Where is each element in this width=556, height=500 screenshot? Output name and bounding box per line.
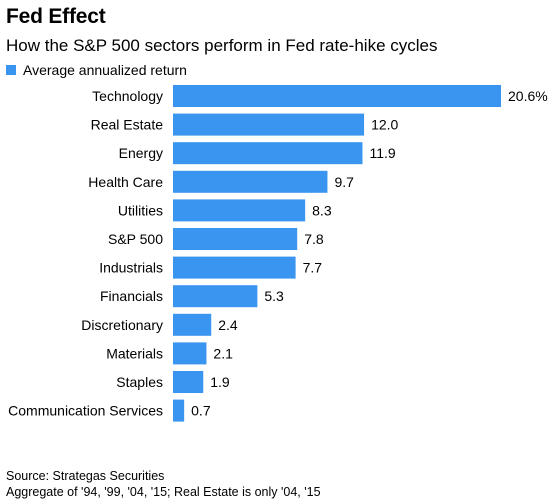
bar	[173, 285, 258, 308]
category-label: Health Care	[88, 174, 163, 190]
bar	[173, 85, 501, 107]
bar	[173, 228, 298, 250]
category-label: Technology	[92, 88, 163, 104]
bar	[173, 256, 296, 279]
category-label: Real Estate	[91, 117, 164, 133]
bar	[173, 399, 185, 422]
category-label: Energy	[119, 145, 163, 161]
value-label: 2.4	[218, 317, 238, 333]
bar	[173, 113, 365, 136]
category-label: Communication Services	[8, 403, 163, 419]
category-label: S&P 500	[108, 231, 163, 247]
value-label: 9.7	[334, 174, 354, 190]
value-label: 2.1	[213, 345, 233, 361]
category-label: Discretionary	[81, 317, 163, 333]
legend-label: Average annualized return	[23, 62, 187, 78]
value-label: 11.9	[369, 145, 395, 161]
legend-swatch	[6, 65, 16, 75]
value-label: 0.7	[191, 403, 211, 419]
source-note: Source: Strategas Securities	[6, 469, 165, 483]
bar	[173, 342, 207, 365]
legend: Average annualized return	[6, 62, 187, 78]
value-label: 7.7	[303, 260, 323, 276]
value-label: 20.6%	[508, 88, 548, 104]
bar	[173, 199, 306, 222]
category-label: Financials	[100, 288, 163, 304]
bar	[173, 170, 328, 193]
value-label: 7.8	[304, 231, 324, 247]
value-label: 5.3	[264, 288, 284, 304]
aggregate-note: Aggregate of '94, '99, '04, '15; Real Es…	[6, 485, 321, 499]
value-label: 12.0	[371, 117, 398, 133]
bar	[173, 142, 363, 165]
bar	[173, 313, 212, 336]
chart-title: Fed Effect	[6, 5, 106, 28]
bar	[173, 371, 204, 393]
bar-chart: Technology 20.6% Real Estate 12.0 Energy 11.9…	[8, 85, 548, 422]
category-label: Industrials	[99, 260, 163, 276]
value-label: 8.3	[312, 202, 332, 218]
category-label: Staples	[116, 374, 163, 390]
category-label: Materials	[106, 345, 163, 361]
category-label: Utilities	[118, 202, 163, 218]
footer: Source: Strategas Securities Aggregate o…	[6, 468, 321, 500]
value-label: 1.9	[210, 374, 230, 390]
chart-subtitle: How the S&P 500 sectors perform in Fed r…	[6, 36, 438, 55]
